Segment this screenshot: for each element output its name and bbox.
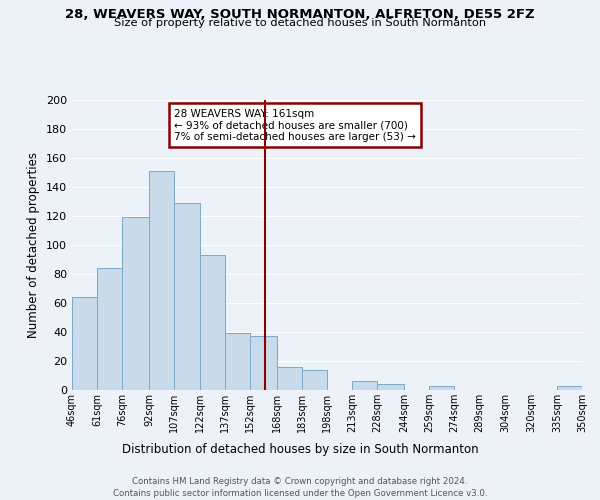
Bar [557, 386, 582, 390]
Bar [97, 268, 122, 390]
Text: Size of property relative to detached houses in South Normanton: Size of property relative to detached ho… [114, 18, 486, 28]
Bar [250, 336, 277, 390]
Bar [199, 255, 224, 390]
Text: 28 WEAVERS WAY: 161sqm
← 93% of detached houses are smaller (700)
7% of semi-det: 28 WEAVERS WAY: 161sqm ← 93% of detached… [174, 108, 416, 142]
Text: Contains public sector information licensed under the Open Government Licence v3: Contains public sector information licen… [113, 489, 487, 498]
Bar [149, 171, 175, 390]
Bar [224, 334, 250, 390]
Text: 28, WEAVERS WAY, SOUTH NORMANTON, ALFRETON, DE55 2FZ: 28, WEAVERS WAY, SOUTH NORMANTON, ALFRET… [65, 8, 535, 20]
Bar [122, 218, 149, 390]
Bar [430, 386, 455, 390]
Bar [302, 370, 327, 390]
Bar [175, 203, 199, 390]
Text: Distribution of detached houses by size in South Normanton: Distribution of detached houses by size … [122, 442, 478, 456]
Bar [72, 297, 97, 390]
Bar [352, 382, 377, 390]
Y-axis label: Number of detached properties: Number of detached properties [28, 152, 40, 338]
Bar [377, 384, 404, 390]
Text: Contains HM Land Registry data © Crown copyright and database right 2024.: Contains HM Land Registry data © Crown c… [132, 478, 468, 486]
Bar [277, 367, 302, 390]
